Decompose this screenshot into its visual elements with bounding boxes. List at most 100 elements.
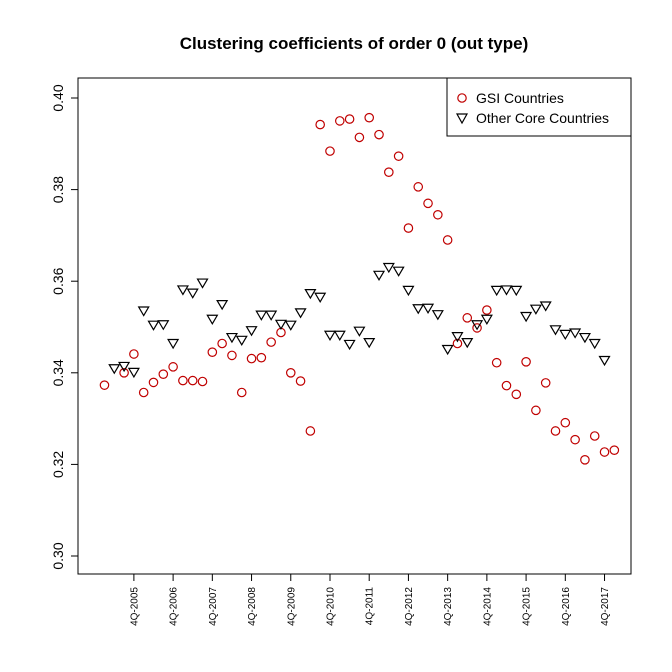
- y-tick-label: 0.38: [50, 176, 66, 203]
- point-gsi-countries: [129, 349, 139, 359]
- point-gsi-countries: [334, 116, 345, 126]
- point-other-core-countries: [539, 301, 552, 312]
- x-axis: 4Q-2005 4Q-2006 4Q-2007 4Q-2008 4Q-2009 4Q-20…: [129, 574, 611, 626]
- point-gsi-countries: [266, 337, 276, 347]
- point-other-core-countries: [578, 332, 591, 344]
- x-tick-label: 4Q-2015: [522, 587, 533, 626]
- point-gsi-countries: [521, 357, 531, 367]
- point-other-core-countries: [412, 304, 425, 315]
- point-gsi-countries: [589, 431, 600, 441]
- point-gsi-countries: [207, 347, 218, 357]
- point-other-core-countries: [304, 289, 317, 300]
- x-tick-label: 4Q-2013: [443, 587, 454, 626]
- point-other-core-countries: [431, 310, 444, 321]
- point-other-core-countries: [588, 338, 601, 350]
- point-other-core-countries: [559, 329, 572, 341]
- point-other-core-countries: [186, 288, 199, 299]
- point-other-core-countries: [127, 367, 140, 379]
- x-tick-label: 4Q-2005: [129, 587, 140, 626]
- point-gsi-countries: [344, 114, 355, 124]
- point-gsi-countries: [158, 369, 169, 379]
- point-gsi-countries: [217, 338, 227, 349]
- point-other-core-countries: [157, 320, 170, 331]
- point-gsi-countries: [560, 417, 571, 428]
- point-gsi-countries: [384, 167, 394, 177]
- point-gsi-countries: [423, 198, 433, 209]
- point-other-core-countries: [225, 332, 238, 344]
- x-tick-label: 4Q-2012: [404, 587, 415, 626]
- point-gsi-countries: [315, 119, 325, 130]
- legend-label-other-core-countries: Other Core Countries: [476, 110, 609, 126]
- point-gsi-countries: [393, 151, 404, 161]
- chart-title: Clustering coefficients of order 0 (out …: [180, 34, 529, 53]
- data-points: [99, 112, 620, 465]
- point-other-core-countries: [372, 270, 386, 281]
- point-other-core-countries: [235, 335, 248, 347]
- point-gsi-countries: [148, 377, 159, 388]
- point-gsi-countries: [227, 350, 237, 361]
- legend-marker-other-core-countries: [455, 113, 469, 125]
- point-gsi-countries: [197, 376, 208, 387]
- point-gsi-countries: [442, 235, 453, 245]
- point-other-core-countries: [363, 338, 376, 349]
- point-other-core-countries: [323, 330, 337, 341]
- y-tick-label: 0.36: [50, 267, 66, 294]
- point-gsi-countries: [305, 426, 316, 436]
- point-other-core-countries: [520, 311, 533, 323]
- point-other-core-countries: [392, 266, 405, 277]
- point-other-core-countries: [216, 300, 229, 311]
- point-other-core-countries: [549, 325, 562, 336]
- point-other-core-countries: [176, 285, 189, 296]
- point-gsi-countries: [580, 455, 590, 465]
- x-tick-label: 4Q-2008: [247, 587, 258, 626]
- point-gsi-countries: [256, 352, 267, 363]
- point-gsi-countries: [285, 367, 296, 378]
- point-other-core-countries: [265, 310, 278, 321]
- point-gsi-countries: [433, 209, 443, 220]
- point-other-core-countries: [471, 320, 484, 331]
- point-other-core-countries: [569, 328, 582, 339]
- point-other-core-countries: [343, 339, 356, 351]
- point-other-core-countries: [441, 344, 454, 356]
- y-tick-label: 0.32: [50, 451, 66, 478]
- point-other-core-countries: [294, 308, 307, 319]
- point-gsi-countries: [354, 132, 365, 143]
- point-other-core-countries: [314, 292, 327, 303]
- point-gsi-countries: [452, 338, 463, 349]
- legend: GSI Countries Other Core Countries: [446, 77, 632, 137]
- point-other-core-countries: [500, 285, 513, 296]
- point-other-core-countries: [421, 303, 435, 314]
- point-other-core-countries: [382, 262, 395, 274]
- point-other-core-countries: [137, 306, 150, 317]
- plot-frame: [77, 77, 632, 575]
- point-gsi-countries: [178, 375, 188, 386]
- x-tick-label: 4Q-2017: [600, 587, 611, 626]
- point-gsi-countries: [462, 313, 473, 323]
- point-gsi-countries: [511, 389, 522, 400]
- point-other-core-countries: [402, 285, 415, 297]
- x-tick-label: 4Q-2010: [325, 587, 336, 626]
- point-gsi-countries: [550, 426, 561, 436]
- y-axis: 0.30 0.32 0.34 0.36 0.38 0.40: [50, 84, 78, 570]
- point-gsi-countries: [295, 376, 306, 386]
- y-tick-label: 0.30: [50, 542, 66, 569]
- x-tick-label: 4Q-2016: [561, 587, 572, 626]
- point-other-core-countries: [529, 304, 542, 315]
- point-gsi-countries: [413, 182, 424, 192]
- point-gsi-countries: [325, 146, 335, 156]
- point-gsi-countries: [482, 305, 492, 315]
- point-other-core-countries: [510, 285, 523, 297]
- point-gsi-countries: [599, 447, 610, 457]
- point-gsi-countries: [531, 405, 541, 416]
- point-other-core-countries: [245, 326, 258, 337]
- point-gsi-countries: [491, 357, 502, 368]
- point-other-core-countries: [598, 355, 611, 367]
- point-gsi-countries: [119, 367, 129, 378]
- point-other-core-countries: [147, 320, 160, 331]
- point-gsi-countries: [246, 353, 257, 364]
- point-gsi-countries: [374, 129, 384, 140]
- point-gsi-countries: [138, 387, 149, 398]
- point-other-core-countries: [206, 314, 219, 325]
- point-gsi-countries: [609, 445, 620, 456]
